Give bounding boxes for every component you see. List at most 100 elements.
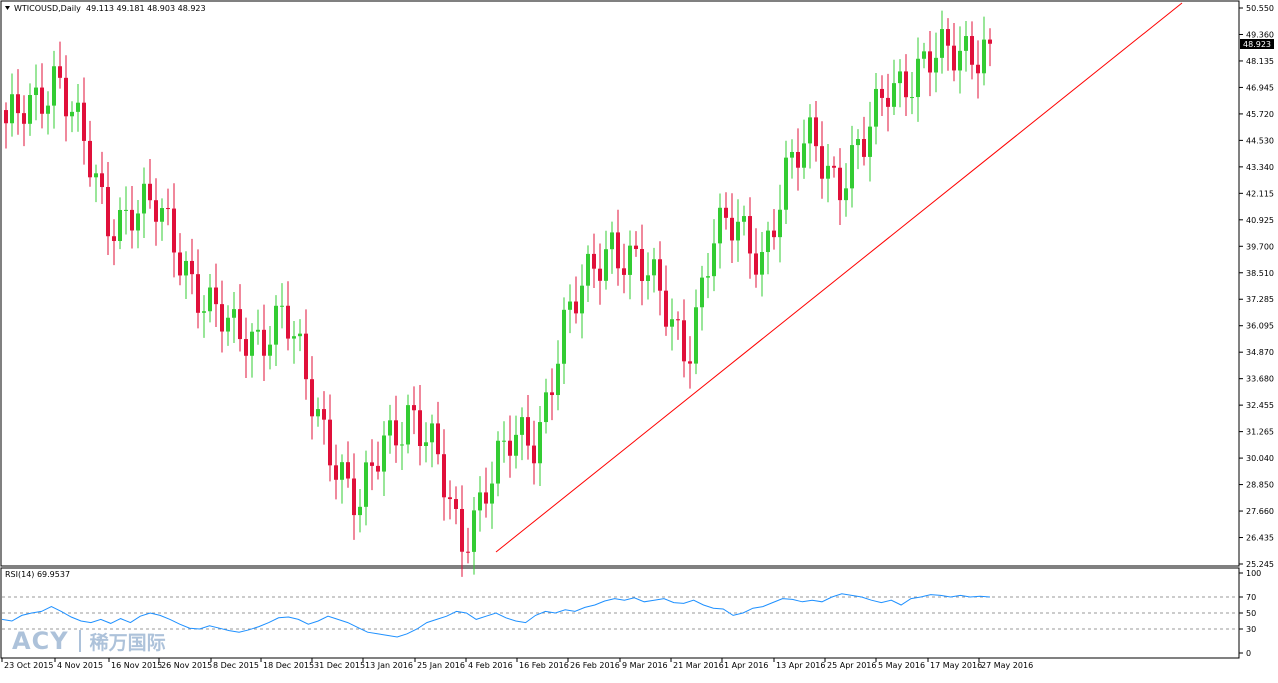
candle [412, 386, 416, 435]
candle-body [964, 36, 968, 51]
time-tick-label: 1 Apr 2016 [724, 661, 768, 670]
candle-body [688, 361, 692, 364]
candle [604, 230, 608, 290]
candle [634, 231, 638, 257]
candle [172, 183, 176, 278]
candle-body [376, 465, 380, 472]
candle-body [76, 102, 80, 112]
candle-body [94, 173, 98, 178]
candle-body [952, 45, 956, 71]
candle [418, 385, 422, 466]
candle [46, 91, 50, 135]
candle [514, 415, 518, 469]
candle [466, 527, 470, 564]
candle [928, 31, 932, 97]
candle-body [520, 417, 524, 435]
candle-body [592, 253, 596, 269]
candle [802, 119, 806, 179]
candle [190, 238, 194, 295]
candle-body [508, 440, 512, 456]
candle-body [286, 305, 290, 339]
candle-body [58, 66, 62, 78]
candle [322, 391, 326, 445]
candle [358, 489, 362, 533]
time-tick-label: 16 Feb 2016 [519, 661, 569, 670]
candle [712, 219, 716, 292]
price-tick-label: 48.135 [1246, 57, 1274, 66]
candle [382, 421, 386, 496]
candle-body [670, 319, 674, 327]
candle-body [160, 208, 164, 222]
candle-body [712, 243, 716, 277]
candle [730, 193, 734, 264]
candle-body [772, 230, 776, 238]
candle-body [346, 462, 350, 479]
candle [262, 304, 266, 381]
price-tick-label: 31.265 [1246, 428, 1274, 437]
price-tick-label: 45.720 [1246, 110, 1274, 119]
candle-body [382, 435, 386, 472]
time-tick-label: 23 Oct 2015 [4, 661, 53, 670]
price-tick-label: 32.455 [1246, 401, 1274, 410]
candle [202, 295, 206, 338]
candle-body [490, 483, 494, 504]
time-tick-label: 18 Dec 2015 [263, 661, 314, 670]
candle-body [118, 209, 122, 241]
candle-body [958, 50, 962, 71]
candle-body [34, 87, 38, 96]
candle-body [274, 305, 278, 345]
candle [292, 320, 296, 364]
candle [532, 420, 536, 485]
candle [610, 221, 614, 274]
candle-body [736, 221, 740, 241]
time-tick-label: 27 May 2016 [981, 661, 1033, 670]
price-tick-label: 25.245 [1246, 560, 1274, 569]
candle [226, 305, 230, 346]
candle [124, 186, 128, 235]
candle [850, 125, 854, 208]
candle [106, 162, 110, 256]
candle-body [448, 497, 452, 500]
candle [586, 245, 590, 303]
candle-body [142, 183, 146, 214]
candle-body [154, 200, 158, 222]
candle [16, 69, 20, 135]
candle-body [46, 105, 50, 114]
candle [988, 28, 992, 67]
candle-body [226, 317, 230, 332]
time-tick-label: 8 Dec 2015 [213, 661, 259, 670]
candle-body [406, 405, 410, 445]
candle [478, 476, 482, 532]
candle-body [40, 87, 44, 114]
rsi-header: RSI(14) 69.9537 [5, 570, 70, 579]
candle [544, 378, 548, 434]
candle [670, 298, 674, 351]
main-pane[interactable] [0, 0, 1240, 567]
price-tick-label: 39.700 [1246, 242, 1274, 251]
candle [790, 139, 794, 179]
candle-body [262, 329, 266, 356]
triangle-down-icon[interactable] [5, 6, 10, 10]
time-tick-label: 4 Nov 2015 [57, 661, 103, 670]
candle-body [418, 410, 422, 446]
candle-body [706, 276, 710, 278]
candle-body [22, 113, 26, 124]
candle [244, 317, 248, 378]
candle [562, 297, 566, 385]
candle-body [856, 139, 860, 146]
candle [970, 21, 974, 80]
candle-body [310, 379, 314, 417]
candle-body [640, 249, 644, 281]
candle [28, 83, 32, 136]
candle [238, 284, 242, 352]
candle-body [586, 253, 590, 286]
price-tick-label: 50.550 [1246, 4, 1274, 13]
trendline-layer [495, 2, 1183, 553]
candle-body [730, 217, 734, 241]
support-trendline[interactable] [495, 2, 1183, 553]
candle-body [970, 36, 974, 65]
candle [508, 415, 512, 478]
candle-body [202, 311, 206, 313]
candle [22, 95, 26, 147]
